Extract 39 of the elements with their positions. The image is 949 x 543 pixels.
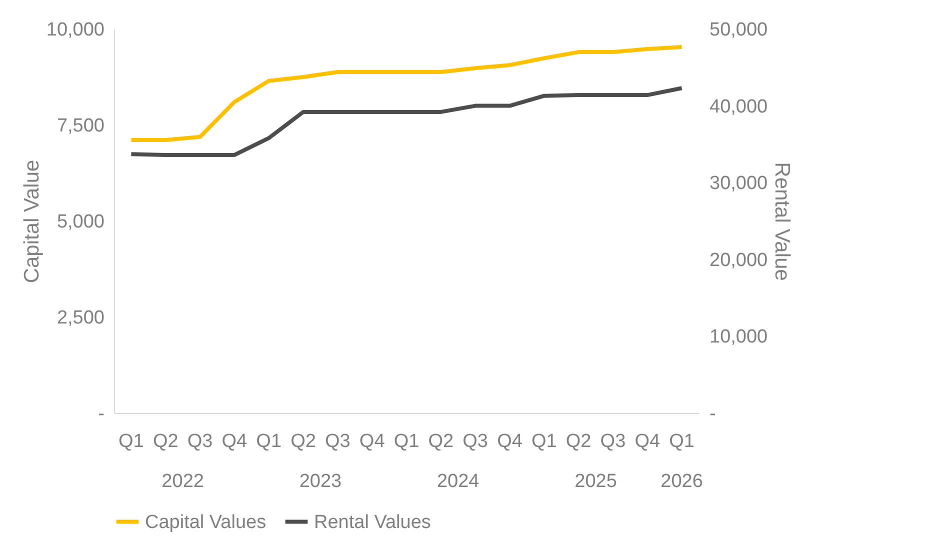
text: 2025 — [574, 471, 617, 492]
y-tick-label: 2,500 — [56, 308, 104, 328]
x-tick-label: Q3 — [324, 431, 350, 452]
y-tick-label: - — [98, 404, 104, 424]
x-tick-label: Q1 — [394, 431, 420, 452]
y2-tick-label: 50,000 — [710, 20, 768, 40]
x-tick-label: Q2 — [152, 431, 178, 452]
legend-label: Rental Values — [314, 512, 431, 533]
text: 2022 — [162, 471, 204, 492]
x-tick-label: Q1 — [669, 431, 694, 452]
line-series — [129, 86, 684, 157]
legend-label: Capital Values — [145, 512, 266, 533]
line-series — [129, 45, 684, 142]
x-tick-label: Q2 — [428, 431, 454, 452]
y2-tick-label: - — [710, 404, 716, 424]
text: 2023 — [299, 471, 342, 492]
y-tick-label: 10,000 — [46, 20, 104, 40]
text: 2026 — [660, 471, 703, 492]
x-tick-label: Q3 — [187, 431, 213, 452]
x-tick-label: Q2 — [566, 431, 592, 452]
x-tick-label: Q1 — [256, 431, 282, 452]
x-tick-label: Q4 — [634, 431, 660, 452]
y2-tick-label: 40,000 — [710, 96, 768, 118]
y-tick-label: 5,000 — [56, 212, 104, 232]
x-tick-label: Q4 — [497, 431, 523, 452]
y2-tick-label: 30,000 — [710, 173, 768, 194]
y2-tick-label: 10,000 — [710, 326, 768, 348]
x-tick-label: Q3 — [462, 431, 488, 452]
y-axis-title: Capital Value — [20, 160, 44, 284]
text: 2024 — [436, 471, 480, 492]
x-tick-label: Q1 — [531, 431, 557, 452]
x-tick-label: Q1 — [118, 431, 144, 452]
x-tick-label: Q2 — [290, 431, 316, 452]
x-tick-label: Q4 — [222, 431, 248, 452]
y2-axis-title: Rental Value — [770, 162, 794, 281]
x-tick-label: Q4 — [359, 431, 386, 452]
y-tick-label: 7,500 — [56, 116, 104, 136]
y2-tick-label: 20,000 — [710, 250, 768, 271]
x-tick-label: Q3 — [600, 431, 626, 452]
